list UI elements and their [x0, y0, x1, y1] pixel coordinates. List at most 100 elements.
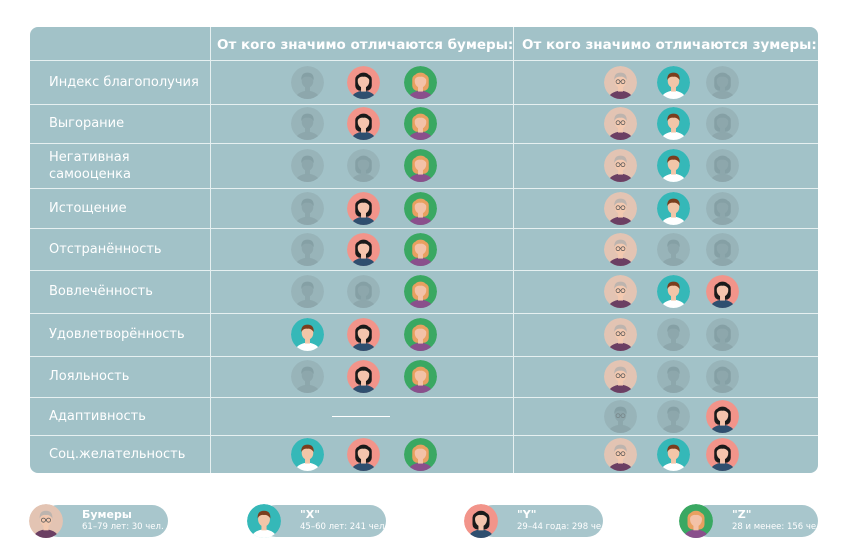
avatar — [290, 107, 324, 140]
avatar — [603, 232, 637, 266]
avatar — [705, 437, 739, 471]
avatar — [247, 504, 281, 538]
avatar — [656, 232, 690, 266]
avatar — [290, 360, 324, 393]
avatar — [290, 318, 324, 351]
avatar — [346, 318, 380, 351]
avatar — [603, 107, 637, 140]
avatar — [346, 275, 380, 308]
legend-item: "Y" 29–44 года: 298 чел. — [477, 505, 609, 537]
avatar — [290, 65, 324, 99]
row-label: Отстранённость — [49, 241, 162, 257]
avatar — [705, 399, 739, 433]
avatar — [403, 65, 437, 99]
legend-name: "Y" — [517, 508, 537, 521]
avatar — [705, 191, 739, 225]
row-divider — [30, 188, 818, 189]
avatar — [403, 232, 437, 266]
avatar — [656, 437, 690, 471]
avatar — [346, 149, 380, 182]
divider — [513, 27, 514, 473]
legend-item: "Z" 28 и менее: 156 чел. — [692, 505, 824, 537]
row-label: Негативная самооценка — [49, 149, 131, 182]
avatar — [656, 275, 690, 308]
row-divider — [30, 356, 818, 357]
row-label: Вовлечённость — [49, 284, 153, 299]
avatar — [290, 232, 324, 266]
avatar — [603, 65, 637, 99]
row-divider — [30, 270, 818, 271]
row-divider — [30, 143, 818, 144]
avatar — [679, 504, 713, 538]
row-divider — [30, 435, 818, 436]
row-divider — [30, 397, 818, 398]
row-label: Удовлетворённость — [49, 327, 185, 342]
column-header: От кого значимо отличаются зумеры: — [522, 37, 817, 53]
avatar — [346, 191, 380, 225]
avatar — [290, 437, 324, 471]
avatar — [603, 191, 637, 225]
avatar — [403, 149, 437, 182]
avatar — [346, 232, 380, 266]
empty-mark — [332, 416, 390, 417]
avatar — [705, 318, 739, 351]
legend-note: 45–60 лет: 241 чел. — [300, 522, 388, 532]
legend-note: 29–44 года: 298 чел. — [517, 522, 610, 532]
avatar — [403, 107, 437, 140]
avatar — [346, 360, 380, 393]
avatar — [403, 437, 437, 471]
legend-item: Бумеры 61–79 лет: 30 чел. — [42, 505, 168, 537]
avatar — [464, 504, 498, 538]
avatar — [705, 107, 739, 140]
avatar — [403, 191, 437, 225]
row-label: Соц.желательность — [49, 446, 186, 462]
row-label: Истощение — [49, 200, 127, 216]
row-label: Адаптивность — [49, 408, 146, 424]
avatar — [705, 65, 739, 99]
row-divider — [30, 104, 818, 105]
avatar — [403, 318, 437, 351]
table: От кого значимо отличаются бумеры: От ко… — [30, 27, 818, 473]
avatar — [346, 437, 380, 471]
avatar — [656, 107, 690, 140]
avatar — [290, 149, 324, 182]
avatar — [705, 149, 739, 182]
legend-note: 61–79 лет: 30 чел. — [82, 522, 164, 532]
legend-name: "Z" — [732, 508, 752, 521]
avatar — [346, 107, 380, 140]
avatar — [656, 318, 690, 351]
avatar — [603, 149, 637, 182]
avatar — [403, 360, 437, 393]
avatar — [656, 149, 690, 182]
avatar — [603, 399, 637, 433]
row-divider — [30, 313, 818, 314]
avatar — [656, 399, 690, 433]
avatar — [290, 275, 324, 308]
avatar — [603, 437, 637, 471]
avatar — [603, 360, 637, 393]
legend-name: Бумеры — [82, 508, 132, 521]
divider — [210, 27, 211, 473]
avatar — [656, 65, 690, 99]
row-divider — [30, 228, 818, 229]
avatar — [705, 232, 739, 266]
avatar — [656, 191, 690, 225]
avatar — [603, 275, 637, 308]
avatar — [705, 360, 739, 393]
avatar — [290, 191, 324, 225]
avatar — [29, 504, 63, 538]
avatar — [603, 318, 637, 351]
avatar — [705, 275, 739, 308]
row-label: Лояльность — [49, 369, 130, 384]
avatar — [656, 360, 690, 393]
legend-item: "X" 45–60 лет: 241 чел. — [260, 505, 388, 537]
legend-name: "X" — [300, 508, 320, 521]
avatar — [403, 275, 437, 308]
row-divider — [30, 60, 818, 61]
column-header: От кого значимо отличаются бумеры: — [217, 37, 514, 53]
row-label: Выгорание — [49, 116, 125, 131]
legend-note: 28 и менее: 156 чел. — [732, 522, 825, 532]
avatar — [346, 65, 380, 99]
row-label: Индекс благополучия — [49, 74, 199, 90]
